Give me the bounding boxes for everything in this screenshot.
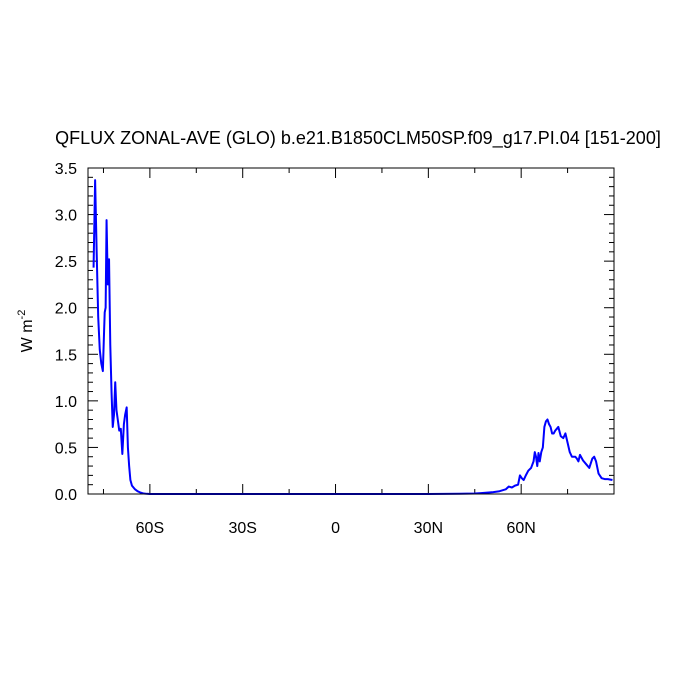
y-tick-label: 3.5 [55, 161, 77, 178]
x-tick-label: 30S [228, 520, 256, 537]
y-tick-label: 0.0 [55, 487, 77, 504]
x-tick-labels: 60S 30S 0 30N 60N [136, 520, 536, 537]
chart-title: QFLUX ZONAL-AVE (GLO) b.e21.B1850CLM50SP… [55, 128, 661, 149]
series-line [92, 179, 613, 495]
y-tick-labels: 0.0 0.5 1.0 1.5 2.0 2.5 3.0 3.5 [55, 161, 77, 504]
y-axis-label: W m-2 [16, 310, 36, 353]
x-tick-label: 60N [506, 520, 535, 537]
minor-ticks [88, 168, 615, 494]
plot-frame [87, 167, 615, 495]
major-ticks [88, 167, 614, 495]
y-tick-label: 1.5 [55, 347, 77, 364]
y-axis-label-superscript: -2 [16, 310, 28, 320]
y-tick-label: 1.0 [55, 394, 77, 411]
y-axis-label-text: W m [19, 319, 36, 352]
x-tick-label: 30N [414, 520, 443, 537]
y-tick-label: 0.5 [55, 440, 77, 457]
y-tick-label: 2.0 [55, 301, 77, 318]
y-tick-label: 3.0 [55, 208, 77, 225]
x-tick-label: 60S [136, 520, 164, 537]
y-tick-label: 2.5 [55, 254, 77, 271]
x-tick-label: 0 [331, 520, 340, 537]
